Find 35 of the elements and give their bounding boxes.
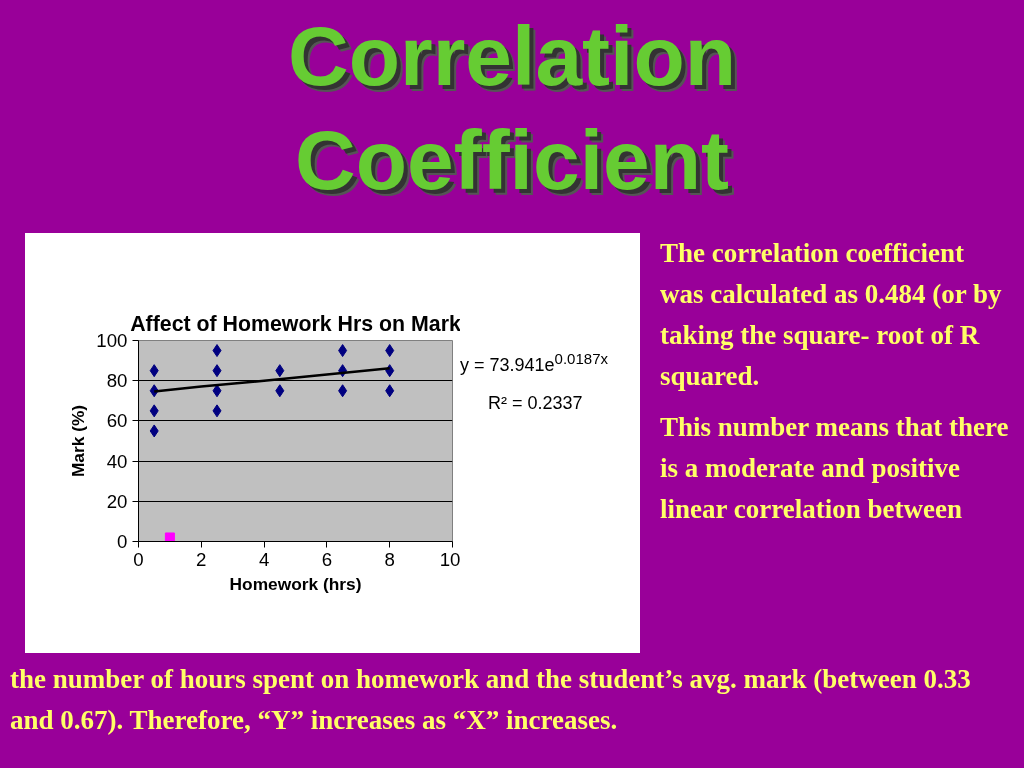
text: R² = 0.2337 [488, 391, 584, 415]
point [275, 384, 285, 398]
point [338, 384, 348, 398]
x-tick-label: 2 [196, 548, 207, 570]
text: y = 73.941e$^{0.0187x}$ [460, 349, 608, 377]
x-tick-label: 4 [258, 548, 270, 570]
point [275, 364, 285, 378]
chart-title: Affect of Homework Hrs on Mark [130, 311, 461, 336]
y-tick-label: 20 [106, 490, 128, 512]
text: This number means that there is a moderate and positive linear correlation between [660, 411, 1010, 526]
point [149, 404, 159, 418]
x-tick-label: 10 [439, 548, 461, 570]
text: the number of hours spent on homework and the student’s avg. mark (between 0.33 and 0.67). Therefore, “Y” increases as “X” increases. [10, 663, 972, 737]
y-axis-title: Mark (%) [68, 404, 89, 478]
y-tick-label: 0 [117, 531, 128, 552]
point [164, 532, 175, 542]
point [149, 364, 159, 378]
y-tick-label: 40 [106, 450, 128, 472]
point [149, 424, 159, 438]
point [212, 404, 222, 418]
y-tick-label: 60 [106, 410, 128, 432]
y-tick-label: 100 [96, 330, 128, 351]
x-tick-label: 8 [384, 548, 395, 570]
point [338, 344, 348, 358]
y-tick-label: 80 [106, 370, 128, 392]
point [212, 344, 222, 358]
point [385, 384, 395, 398]
point [212, 384, 222, 398]
x-tick-label: 6 [321, 548, 333, 570]
point [212, 364, 222, 378]
x-tick-label: 0 [133, 548, 144, 570]
x-axis-title: Homework (hrs) [229, 573, 362, 594]
point [385, 344, 395, 358]
text: The correlation coefficient was calculated as 0.484 (or by taking the square- root of R squared. [660, 237, 1003, 393]
text: Correlation Coefficient [286, 8, 738, 209]
